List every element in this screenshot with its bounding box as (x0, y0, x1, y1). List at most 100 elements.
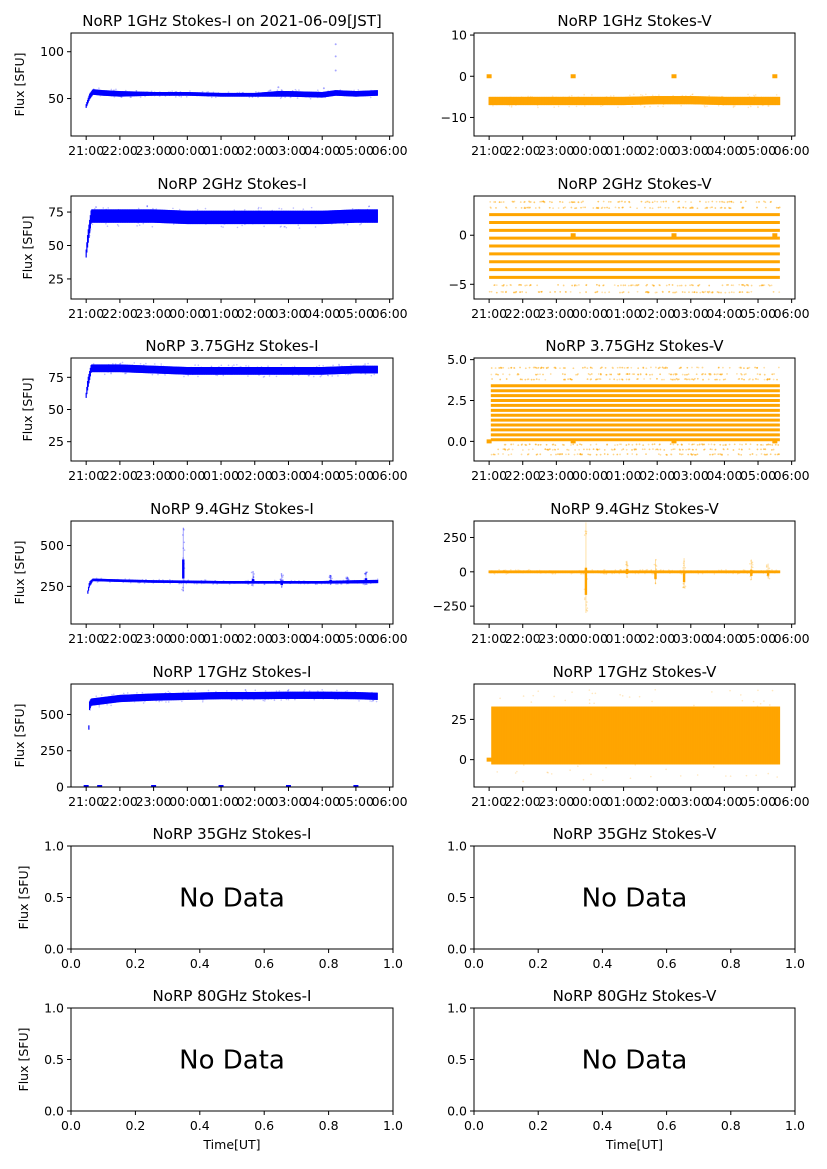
data-point (245, 221, 247, 224)
data-point (625, 572, 628, 574)
x-tick-label: 22:00 (102, 306, 138, 321)
data-point (719, 101, 722, 103)
data-point (692, 378, 695, 381)
data-point (675, 377, 678, 380)
data-point (247, 582, 250, 585)
data-point (279, 97, 282, 100)
data-point (567, 453, 570, 456)
data-point (765, 443, 768, 446)
data-point (596, 290, 599, 293)
data-point (701, 572, 704, 575)
data-point (746, 284, 749, 286)
data-point (665, 200, 668, 203)
data-point (629, 206, 632, 209)
data-point (637, 572, 640, 575)
data-point (526, 206, 529, 209)
data-point (182, 547, 185, 549)
data-point (119, 214, 121, 216)
data-point (611, 101, 613, 103)
data-point (660, 569, 662, 571)
data-point (556, 570, 559, 573)
data-point (516, 373, 519, 375)
data-point (685, 100, 688, 103)
data-point (646, 283, 649, 286)
data-point (503, 97, 506, 100)
data-point (717, 366, 720, 369)
data-point (692, 449, 694, 451)
data-point (546, 570, 548, 573)
data-point (348, 373, 350, 375)
data-point (93, 207, 96, 210)
data-point (732, 284, 735, 287)
data-point (660, 98, 662, 101)
data-point (681, 573, 683, 575)
data-point (750, 578, 752, 581)
data-point (218, 365, 220, 368)
data-point (725, 443, 727, 446)
data-point (275, 95, 278, 97)
x-tick-label: 02:00 (237, 306, 273, 321)
data-point (314, 583, 317, 585)
data-point (703, 448, 705, 451)
data-point (536, 104, 539, 107)
data-point (776, 378, 778, 381)
data-point (575, 570, 578, 573)
data-point (604, 366, 607, 369)
data-point (107, 371, 109, 373)
data-point (115, 580, 117, 582)
data-point (499, 378, 502, 381)
data-point (232, 221, 234, 224)
data-point (760, 443, 762, 446)
data-point (627, 568, 630, 571)
data-point (324, 96, 327, 99)
data-point (271, 209, 274, 212)
data-point (190, 366, 192, 369)
data-point (538, 207, 541, 209)
data-point (505, 284, 508, 287)
data-point (365, 572, 367, 575)
data-point (746, 291, 748, 294)
data-point (716, 378, 718, 381)
data-point (695, 448, 698, 451)
data-point (691, 206, 694, 209)
data-point (141, 578, 144, 581)
data-point (595, 453, 598, 456)
data-point (741, 283, 743, 286)
data-point (580, 100, 582, 103)
data-point (290, 95, 293, 98)
data-point (707, 200, 710, 203)
data-point (725, 568, 727, 571)
data-point (350, 90, 353, 93)
data-point (493, 453, 496, 456)
data-point (737, 378, 740, 381)
data-point (364, 583, 367, 586)
data-point (725, 444, 727, 447)
data-point (565, 453, 567, 456)
data-point (503, 569, 505, 572)
data-point (524, 444, 527, 446)
data-point (300, 581, 302, 583)
data-point (297, 582, 300, 585)
data-point (626, 572, 629, 575)
data-layer (83, 688, 378, 787)
data-point (163, 372, 166, 375)
data-point (646, 568, 649, 571)
data-point (539, 572, 542, 574)
data-point (514, 99, 516, 102)
data-point (182, 570, 185, 573)
data-point (342, 579, 345, 582)
data-point (651, 443, 654, 446)
data-point (112, 364, 114, 367)
data-point (727, 453, 729, 456)
x-tick-label: 04:00 (304, 306, 340, 321)
data-point (616, 101, 618, 103)
data-point (245, 372, 247, 374)
data-point (177, 221, 179, 223)
data-point (749, 572, 751, 574)
data-point (762, 572, 764, 574)
data-point (696, 453, 699, 456)
data-point (110, 372, 112, 374)
data-point (717, 453, 720, 456)
data-point (311, 91, 314, 94)
data-point (566, 448, 569, 451)
